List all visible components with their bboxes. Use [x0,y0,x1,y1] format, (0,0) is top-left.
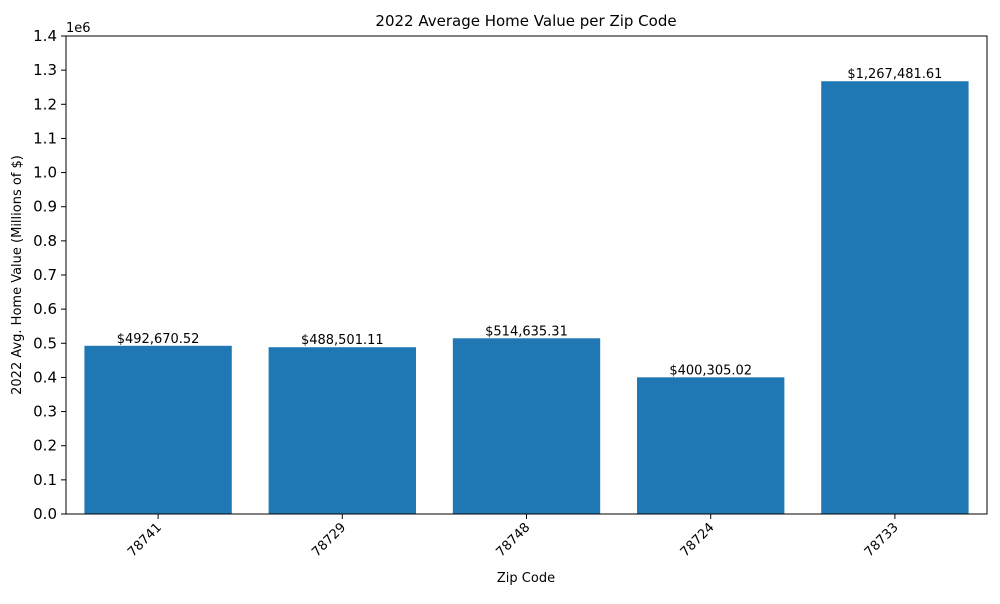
data-label-78741: $492,670.52 [117,332,200,347]
chart-title: 2022 Average Home Value per Zip Code [375,12,676,30]
y-tick-label-0.7: 0.7 [33,266,57,284]
y-tick-label-1.2: 1.2 [33,95,57,113]
data-labels-group: $492,670.52 $488,501.11 $514,635.31 $400,30… [117,67,943,378]
x-tick-label-78741: 78741 [125,520,165,560]
bar-78729 [268,347,416,514]
y-axis-label: 2022 Avg. Home Value (Millions of $) [10,155,25,395]
y-tick-label-0.8: 0.8 [33,232,57,250]
y-tick-label-1.4: 1.4 [33,27,57,45]
y-tick-label-0.5: 0.5 [33,334,57,352]
y-axis: 0.0 0.1 0.2 0.3 0.4 0.5 0.6 0.7 0.8 0.9 1.0 1.1 1.2 1… [33,27,66,523]
bar-78748 [452,338,601,514]
bars-group [84,81,969,514]
y-tick-label-0.6: 0.6 [33,300,57,318]
x-axis-label: Zip Code [497,571,555,586]
y-tick-label-0.3: 0.3 [33,403,57,421]
y-tick-label-1.0: 1.0 [33,164,57,182]
y-offset-label: 1e6 [66,21,91,36]
x-tick-label-78729: 78729 [309,520,349,560]
y-tick-label-0.4: 0.4 [33,368,57,386]
x-axis: 78741 78729 78748 78724 78733 [125,514,902,560]
y-tick-label-0.2: 0.2 [33,437,57,455]
bar-78724 [637,377,785,514]
x-tick-label-78748: 78748 [493,520,533,560]
data-label-78724: $400,305.02 [669,363,752,378]
y-tick-label-0.1: 0.1 [33,471,57,489]
data-label-78748: $514,635.31 [485,324,568,339]
y-tick-label-1.1: 1.1 [33,129,57,147]
x-tick-label-78733: 78733 [862,520,902,560]
y-tick-label-0.0: 0.0 [33,505,57,523]
bar-78741 [84,345,232,514]
plot-frame [65,35,988,515]
y-tick-label-0.9: 0.9 [33,198,57,216]
data-label-78729: $488,501.11 [301,333,384,348]
data-label-78733: $1,267,481.61 [847,67,942,82]
x-tick-label-78724: 78724 [678,520,718,560]
bar-78733 [821,81,969,514]
y-tick-label-1.3: 1.3 [33,61,57,79]
